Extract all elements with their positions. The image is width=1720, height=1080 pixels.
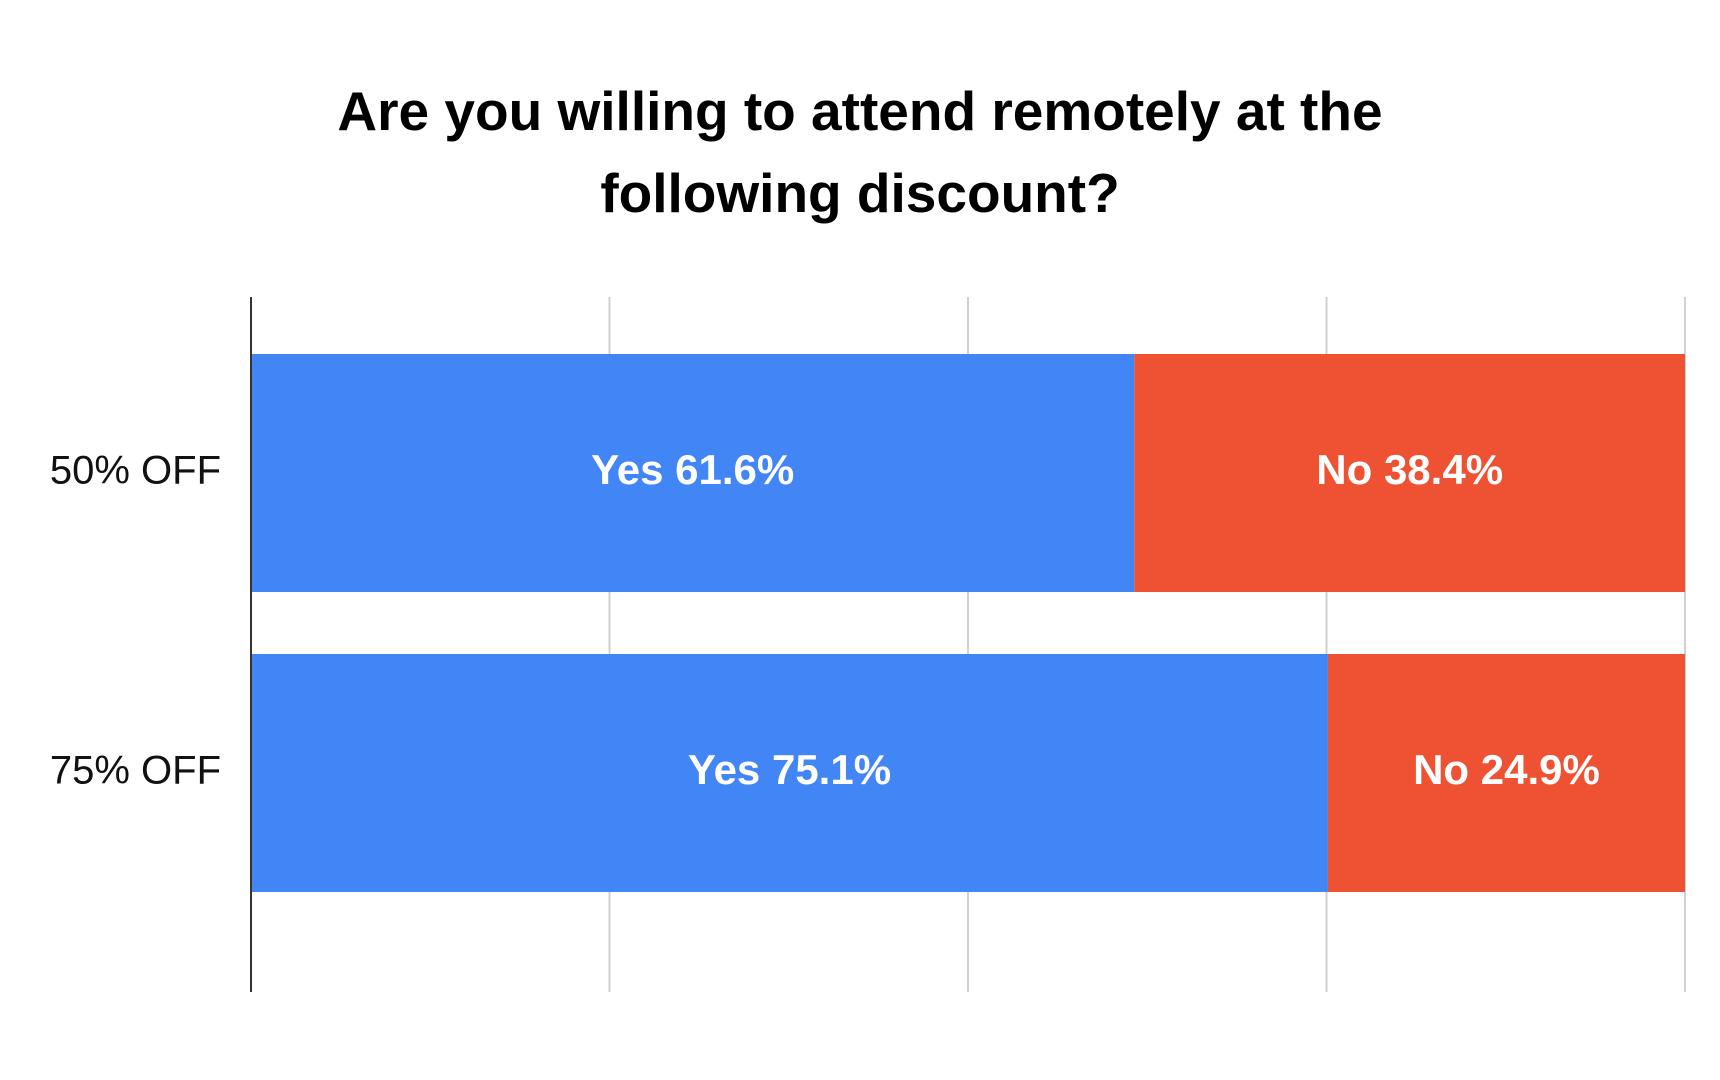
y-tick-label: 50% OFF: [50, 449, 221, 493]
bar-segment: [251, 354, 1135, 592]
bar-segment: [251, 654, 1328, 892]
data-label: Yes 75.1%: [688, 746, 891, 793]
bar-segment: [1134, 354, 1685, 592]
data-label: No 38.4%: [1316, 446, 1503, 493]
bar-segment: [1327, 654, 1685, 892]
y-tick-label: 75% OFF: [50, 749, 221, 793]
data-label: No 24.9%: [1413, 746, 1600, 793]
chart-title: Are you willing to attend remotely at th…: [337, 80, 1383, 224]
data-label: Yes 61.6%: [591, 446, 794, 493]
